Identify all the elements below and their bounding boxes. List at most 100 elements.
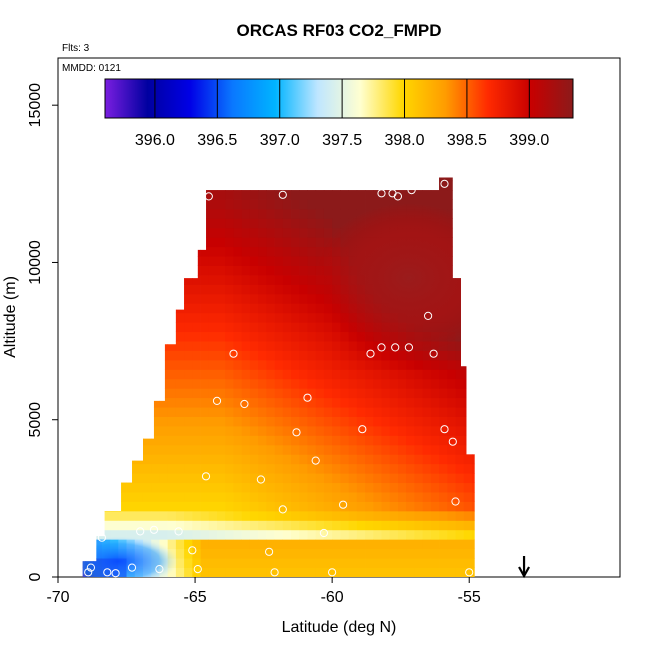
field-cell	[430, 359, 440, 370]
field-cell	[241, 492, 251, 502]
field-cell	[241, 567, 251, 577]
field-cell	[299, 293, 308, 304]
field-cell	[167, 416, 177, 427]
field-cell	[307, 388, 317, 399]
field-cell	[291, 275, 300, 285]
field-cell	[315, 312, 325, 323]
field-cell	[430, 567, 440, 577]
field-cell	[249, 501, 259, 512]
field-cell	[282, 388, 292, 399]
field-cell	[282, 558, 292, 568]
field-cell	[381, 510, 391, 521]
field-cell	[381, 369, 391, 380]
field-cell	[208, 208, 218, 219]
sample-points	[84, 179, 474, 578]
field-cell	[356, 378, 366, 389]
field-cell	[381, 435, 391, 446]
field-cell	[299, 350, 308, 361]
field-cell	[274, 359, 284, 370]
field-cell	[299, 331, 308, 342]
field-cell	[307, 548, 317, 559]
field-cell	[455, 463, 465, 474]
field-cell	[258, 303, 267, 314]
field-cell	[348, 190, 358, 200]
field-cell	[118, 529, 127, 540]
field-cell	[397, 350, 407, 361]
field-cell	[340, 444, 349, 455]
field-cell	[241, 463, 251, 474]
field-cell	[241, 482, 251, 493]
field-cell	[307, 246, 317, 257]
field-cell	[258, 341, 267, 351]
field-cell	[291, 426, 300, 436]
field-cell	[323, 218, 333, 229]
field-cell	[175, 510, 185, 521]
field-cell	[340, 199, 349, 210]
field-cell	[299, 218, 308, 229]
field-cell	[315, 567, 325, 577]
field-cell	[151, 454, 160, 465]
field-cell	[447, 435, 456, 446]
y-axis-label: Altitude (m)	[2, 276, 19, 358]
field-cell	[299, 482, 308, 493]
field-cell	[167, 520, 177, 531]
x-tick-label: -65	[184, 589, 207, 606]
field-cell	[291, 246, 300, 257]
field-cell	[430, 426, 440, 436]
field-cell	[225, 426, 234, 436]
field-cell	[323, 473, 333, 484]
field-cell	[471, 510, 475, 521]
field-cell	[258, 312, 267, 323]
field-cell	[282, 482, 292, 493]
field-cell	[447, 463, 456, 474]
field-cell	[266, 284, 275, 295]
field-cell	[192, 397, 201, 408]
field-cell	[241, 454, 251, 465]
field-cell	[258, 416, 267, 427]
field-cell	[414, 190, 424, 200]
field-cell	[184, 454, 193, 465]
field-cell	[348, 482, 358, 493]
field-cell	[315, 407, 325, 417]
field-cell	[258, 444, 267, 455]
field-cell	[365, 378, 374, 389]
field-cell	[315, 341, 325, 351]
field-cell	[217, 227, 226, 238]
field-cell	[266, 539, 275, 550]
field-cell	[233, 199, 243, 210]
field-cell	[118, 492, 127, 502]
field-cell	[225, 265, 234, 276]
field-cell	[356, 444, 366, 455]
field-cell	[299, 426, 308, 436]
field-cell	[274, 331, 284, 342]
field-cell	[439, 350, 448, 361]
field-cell	[356, 426, 366, 436]
field-cell	[291, 407, 300, 417]
field-cell	[241, 312, 251, 323]
field-cell	[249, 416, 259, 427]
field-cell	[356, 397, 366, 408]
field-cell	[291, 322, 300, 333]
sample-point	[303, 393, 312, 402]
field-cell	[208, 435, 218, 446]
field-cell	[373, 369, 382, 380]
field-cell	[356, 501, 366, 512]
field-cell	[447, 177, 456, 182]
field-cell	[455, 558, 465, 568]
field-cell	[323, 369, 333, 380]
field-cell	[406, 435, 415, 446]
field-cell	[249, 435, 259, 446]
field-cell	[258, 397, 267, 408]
field-cell	[208, 510, 218, 521]
field-cell	[315, 237, 325, 248]
field-cell	[455, 397, 465, 408]
field-cell	[389, 492, 399, 502]
sample-point	[358, 425, 367, 434]
field-cell	[422, 435, 432, 446]
sample-point	[404, 343, 413, 352]
field-cell	[455, 341, 465, 351]
field-cell	[258, 501, 267, 512]
field-cell	[175, 444, 185, 455]
field-cell	[291, 265, 300, 276]
field-cell	[389, 548, 399, 559]
